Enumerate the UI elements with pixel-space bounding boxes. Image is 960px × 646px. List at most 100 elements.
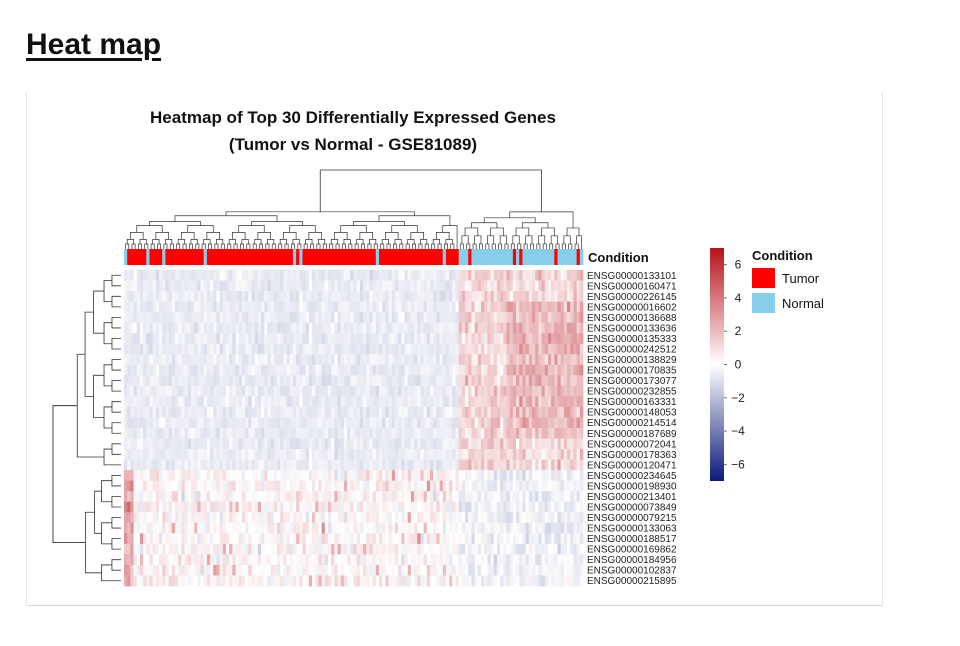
heatmap-cell	[455, 354, 460, 366]
heatmap-cell	[512, 522, 517, 534]
heatmap-cell	[334, 533, 338, 545]
heatmap-cell	[570, 343, 574, 355]
heatmap-cell	[162, 470, 166, 482]
heatmap-cell	[347, 291, 351, 302]
heatmap-cell	[155, 396, 160, 408]
heatmap-cell	[254, 564, 259, 576]
heatmap-cell	[133, 354, 138, 366]
heatmap-cell	[522, 438, 527, 450]
heatmap-cell	[356, 364, 361, 376]
heatmap-cell	[551, 354, 555, 366]
heatmap-cell	[461, 364, 466, 376]
heatmap-cell	[270, 564, 275, 576]
heatmap-cell	[127, 522, 131, 534]
heatmap-cell	[206, 364, 211, 376]
heatmap-cell	[226, 491, 230, 503]
heatmap-cell	[487, 385, 491, 397]
heatmap-cell	[471, 554, 476, 566]
heatmap-cell	[216, 554, 221, 566]
heatmap-cell	[385, 554, 389, 566]
heatmap-cell	[277, 406, 281, 418]
heatmap-cell	[465, 554, 469, 566]
heatmap-cell	[155, 301, 160, 313]
heatmap-cell	[337, 564, 342, 576]
heatmap-cell	[509, 543, 514, 555]
heatmap-cell	[206, 512, 211, 524]
heatmap-cell	[350, 270, 354, 281]
condition-cell	[458, 249, 463, 265]
heatmap-cell	[519, 554, 523, 566]
heatmap-cell	[171, 459, 176, 471]
heatmap-cell	[334, 396, 338, 408]
heatmap-cell	[404, 564, 409, 576]
heatmap-cell	[124, 512, 128, 524]
dendrogram-branch	[431, 243, 436, 249]
heatmap-cell	[289, 533, 294, 545]
heatmap-cell	[343, 449, 348, 460]
heatmap-cell	[465, 312, 469, 324]
heatmap-cell	[414, 543, 418, 555]
heatmap-cell	[248, 554, 252, 566]
heatmap-cell	[159, 333, 163, 345]
heatmap-cell	[401, 375, 405, 387]
heatmap-cell	[563, 512, 568, 524]
heatmap-cell	[213, 270, 217, 281]
heatmap-cell	[286, 449, 291, 460]
heatmap-cell	[353, 417, 358, 429]
heatmap-cell	[506, 312, 511, 324]
heatmap-cell	[347, 333, 351, 345]
color-scale-tick-label: −2	[731, 391, 745, 405]
heatmap-cell	[312, 364, 316, 376]
heatmap-cell	[155, 343, 160, 355]
heatmap-cell	[458, 533, 463, 545]
heatmap-cell	[379, 385, 383, 397]
heatmap-cell	[359, 343, 364, 355]
heatmap-cell	[203, 301, 208, 313]
heatmap-cell	[477, 333, 482, 345]
heatmap-cell	[292, 417, 297, 429]
dendrogram-branch	[330, 239, 338, 245]
heatmap-cell	[445, 564, 450, 576]
heatmap-cell	[388, 343, 393, 355]
heatmap-cell	[439, 270, 444, 281]
heatmap-cell	[143, 470, 147, 482]
heatmap-cell	[168, 396, 173, 408]
dendrogram-branch	[316, 243, 321, 249]
heatmap-cell	[187, 354, 192, 366]
heatmap-cell	[512, 364, 517, 376]
heatmap-cell	[423, 270, 428, 281]
heatmap-cell	[471, 301, 476, 313]
heatmap-cell	[331, 543, 335, 555]
heatmap-cell	[532, 375, 536, 387]
heatmap-cell	[567, 501, 571, 513]
heatmap-cell	[363, 375, 367, 387]
heatmap-cell	[181, 270, 185, 281]
heatmap-cell	[560, 501, 565, 513]
heatmap-cell	[423, 364, 428, 376]
dendrogram-branch	[137, 243, 142, 249]
heatmap-cell	[363, 449, 367, 460]
heatmap-cell	[308, 501, 313, 513]
heatmap-cell	[312, 554, 316, 566]
heatmap-cell	[254, 512, 259, 524]
heatmap-cell	[512, 501, 517, 513]
heatmap-cell	[458, 428, 463, 439]
heatmap-cell	[267, 291, 272, 302]
heatmap-cell	[493, 575, 498, 587]
heatmap-cell	[331, 280, 335, 292]
heatmap-cell	[194, 449, 198, 460]
heatmap-cell	[222, 522, 227, 534]
heatmap-cell	[171, 333, 176, 345]
heatmap-cell	[388, 291, 393, 302]
heatmap-cell	[350, 512, 354, 524]
heatmap-cell	[251, 522, 256, 534]
heatmap-cell	[433, 564, 437, 576]
heatmap-cell	[334, 438, 338, 450]
dendrogram-branch	[125, 243, 130, 249]
heatmap-cell	[477, 417, 482, 429]
heatmap-cell	[235, 396, 240, 408]
heatmap-cell	[149, 270, 154, 281]
heatmap-cell	[155, 554, 160, 566]
heatmap-cell	[356, 564, 361, 576]
heatmap-cell	[213, 554, 217, 566]
